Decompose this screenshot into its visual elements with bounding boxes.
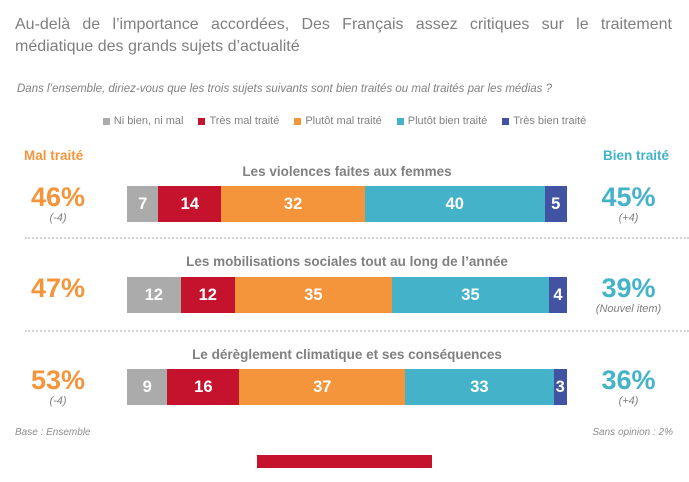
legend-swatch-icon [198,117,206,125]
legend-label: Très mal traité [209,115,280,127]
stacked-bar-dereglement-climatique: 9 16 37 33 3 [127,369,567,405]
legend-label: Très bien traité [513,115,587,127]
row-separator [25,237,689,239]
legend-label: Plutôt bien traité [407,115,488,127]
bar-segment: 5 [544,186,567,222]
bien-traite-value: 39% [601,273,656,303]
bien-traite-total-row1: 45% (+4) [570,183,687,225]
mal-traite-total-row2: 47% [2,274,114,303]
bar-segment: 40 [364,186,545,222]
bien-traite-value: 36% [601,365,656,395]
bien-traite-total-row2: 39% (Nouvel item) [570,274,687,316]
legend-label: Plutôt mal traité [305,115,382,127]
legend-item: Ni bien, ni mal [102,115,184,127]
legend-swatch-icon [502,117,510,125]
bar-segment: 3 [553,369,567,405]
sans-opinion-note: Sans opinion : 2% [592,427,673,438]
bien-traite-evolution: (Nouvel item) [595,303,662,315]
bar-segment: 12 [180,277,235,313]
bar-segment: 7 [127,186,159,222]
row-separator [25,330,689,332]
bar-segment: 4 [549,277,567,313]
bien-traite-evolution: (+4) [618,212,639,224]
page-title: Au-delà de l’importance accordées, Des F… [15,14,672,58]
bar-segment: 35 [391,277,550,313]
bar-segment: 12 [127,277,181,313]
bar-segment: 33 [405,369,554,405]
page-title-line1: Au-delà de l’importance accordées, Des F… [15,16,672,33]
row-title-mobilisations-sociales: Les mobilisations sociales tout au long … [186,254,508,269]
base-note: Base : Ensemble [15,427,91,438]
stacked-bar-violences-femmes: 7 14 32 40 5 [127,186,567,222]
survey-question: Dans l’ensemble, diriez-vous que les tro… [17,83,552,95]
mal-traite-evolution: (-4) [49,212,67,224]
legend-swatch-icon [396,117,404,125]
bar-segment: 37 [239,369,406,405]
mal-traite-value: 47% [30,273,86,303]
bien-traite-evolution: (+4) [618,395,639,407]
mal-traite-total-row3: 53% (-4) [2,366,114,408]
legend: Ni bien, ni mal Très mal traité Plutôt mal… [0,115,689,127]
mal-traite-value: 46% [30,182,86,212]
bien-traite-value: 45% [601,182,656,212]
bien-traite-total-row3: 36% (+4) [570,366,687,408]
bar-segment: 14 [158,186,222,222]
stacked-bar-mobilisations-sociales: 12 12 35 35 4 [127,277,567,313]
legend-swatch-icon [294,117,302,125]
row-title-dereglement-climatique: Le dérèglement climatique et ses conséqu… [192,347,502,362]
mal-traite-evolution: (-4) [49,395,67,407]
legend-item: Plutôt mal traité [294,115,382,127]
mal-traite-value: 53% [30,365,86,395]
bar-segment: 35 [234,277,392,313]
legend-label: Ni bien, ni mal [113,115,184,127]
row-title-violences-femmes: Les violences faites aux femmes [242,164,452,179]
column-header-bien-traite: Bien traité [602,148,669,163]
legend-item: Très mal traité [198,115,279,127]
column-header-mal-traite: Mal traité [24,148,84,163]
legend-swatch-icon [102,117,110,125]
page-title-line2: médiatique des grands sujets d’actualité [15,38,300,55]
bar-segment: 16 [167,369,240,405]
legend-item: Très bien traité [502,115,586,127]
mal-traite-total-row1: 46% (-4) [2,183,114,225]
bar-segment: 32 [221,186,365,222]
legend-item: Plutôt bien traité [396,115,488,127]
bar-segment: 9 [127,369,168,405]
footer-logo-bar [257,455,432,468]
